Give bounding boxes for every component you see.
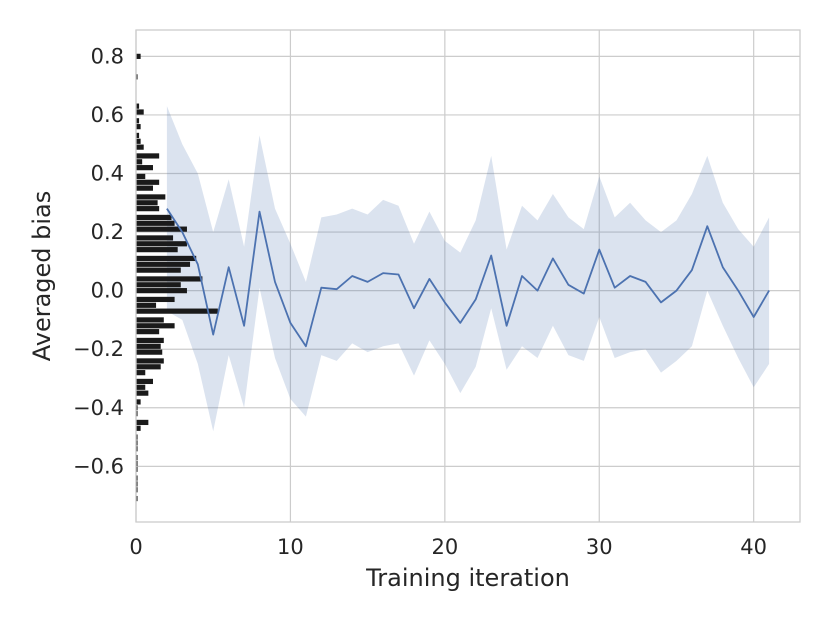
x-axis-title: Training iteration (365, 564, 570, 592)
histogram-bar (136, 337, 164, 344)
histogram-bar (136, 267, 181, 273)
histogram-bar (136, 255, 197, 262)
histogram-bar (136, 247, 178, 253)
confidence-band (166, 106, 770, 432)
y-tick-label: −0.2 (73, 337, 124, 361)
mean-bias-polyline (166, 208, 770, 348)
histogram-bar (136, 487, 138, 493)
histogram-bar (136, 144, 144, 150)
histogram-bar (136, 103, 140, 109)
histogram-bar (136, 411, 138, 417)
histogram-bar (136, 378, 153, 385)
histogram-bar (136, 296, 175, 303)
histogram-bar (136, 109, 144, 115)
x-tick-label: 10 (277, 535, 304, 559)
histogram-bar (136, 308, 218, 314)
histogram-bar (136, 419, 149, 426)
x-tick-label: 20 (431, 535, 458, 559)
histogram-bar (136, 384, 146, 390)
histogram-bar (136, 446, 138, 452)
histogram-bar (136, 282, 181, 288)
histogram-bar (136, 153, 160, 159)
histogram-bar (136, 440, 138, 446)
histogram-bar (136, 241, 187, 247)
histogram-bar (136, 165, 153, 171)
histogram-bar (136, 481, 138, 487)
y-tick-label: 0.4 (91, 162, 124, 186)
histogram-bar (136, 138, 141, 144)
histogram-bar (136, 460, 138, 467)
x-tick-label: 40 (740, 535, 767, 559)
histogram-bar (136, 370, 146, 376)
histogram-bar (136, 159, 143, 165)
histogram-bar (136, 329, 160, 335)
histogram-bar (136, 194, 166, 200)
histogram-bar (136, 495, 138, 502)
histogram-bar (136, 399, 141, 405)
histogram-bar (136, 226, 187, 232)
histogram-bar (136, 358, 164, 364)
histogram-bar (136, 118, 140, 124)
y-tick-label: 0.2 (91, 220, 124, 244)
plot-frame (135, 29, 801, 523)
confidence-band-area (166, 106, 770, 432)
y-tick-labels: 0.8 0.6 0.4 0.2 0.0 −0.2 −0.4 −0.6 (73, 44, 124, 478)
histogram-bar (136, 261, 191, 267)
histogram-bar (136, 364, 161, 370)
gridlines (135, 30, 800, 522)
histogram-bar (136, 235, 174, 241)
bias-histogram (136, 53, 218, 502)
y-axis-title: Averaged bias (28, 191, 56, 362)
histogram-bar (136, 425, 141, 431)
histogram-bar (136, 475, 138, 481)
histogram-bar (136, 302, 157, 308)
histogram-bar (136, 276, 203, 282)
mean-bias-line (166, 208, 770, 348)
histogram-bar (136, 124, 141, 130)
y-tick-label: −0.4 (73, 396, 124, 420)
histogram-bar (136, 317, 164, 323)
histogram-bar (136, 405, 138, 411)
histogram-bar (136, 132, 140, 139)
histogram-bar (136, 390, 149, 396)
histogram-bar (136, 185, 153, 191)
histogram-bar (136, 343, 161, 349)
histogram-bar (136, 200, 158, 206)
histogram-bar (136, 206, 160, 212)
histogram-bar (136, 323, 175, 329)
x-tick-label: 30 (586, 535, 613, 559)
histogram-bar (136, 214, 172, 221)
x-tick-labels: 0 10 20 30 40 (129, 535, 767, 559)
y-tick-label: 0.6 (91, 103, 124, 127)
y-tick-label: 0.0 (91, 279, 124, 303)
histogram-bar (136, 466, 138, 472)
histogram-bar (136, 434, 138, 440)
histogram-bar (136, 349, 163, 355)
histogram-bar (136, 53, 141, 59)
x-tick-label: 0 (129, 535, 142, 559)
histogram-bar (136, 173, 146, 180)
histogram-bar (136, 454, 138, 461)
histogram-bar (136, 179, 160, 185)
y-tick-label: 0.8 (91, 44, 124, 68)
histogram-bar (136, 220, 175, 226)
y-tick-label: −0.6 (73, 454, 124, 478)
histogram-bar (136, 74, 138, 80)
histogram-bar (136, 288, 187, 294)
